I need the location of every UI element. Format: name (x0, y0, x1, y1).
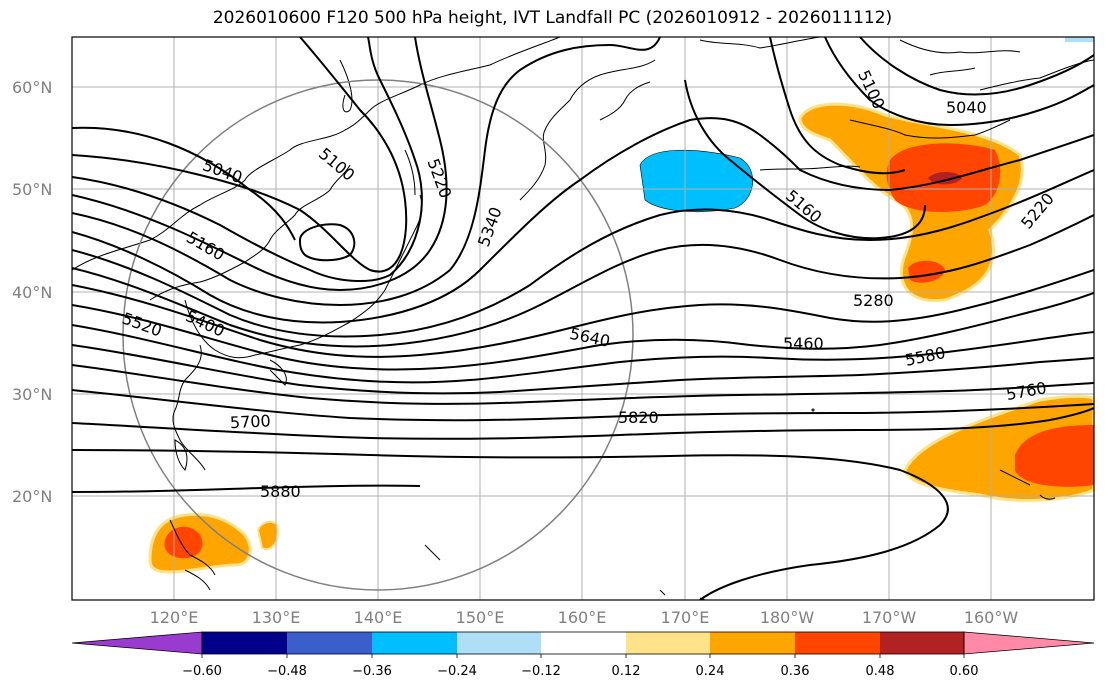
coastlines (72, 37, 1094, 600)
figure-title: 2026010600 F120 500 hPa height, IVT Land… (212, 8, 893, 28)
colorbar-segment (795, 632, 880, 654)
lat-labels: 60°N 50°N 40°N 30°N 20°N (12, 78, 52, 506)
colorbar-tick-label: −0.60 (182, 664, 222, 679)
lon-label: 170°W (862, 608, 917, 627)
lat-label: 60°N (12, 78, 52, 97)
gridlines (72, 37, 1094, 600)
colorbar-outline (201, 631, 965, 655)
lon-label: 180°W (760, 608, 815, 627)
colorbar-segment (457, 632, 541, 654)
contour-label: 5280 (853, 291, 894, 310)
colorbar-segment (541, 632, 626, 654)
contour-label: 5220 (1017, 189, 1058, 232)
lon-labels: 120°E 130°E 140°E 150°E 160°E 170°E 180°… (150, 608, 1019, 627)
colorbar-tick-label: −0.24 (437, 664, 477, 679)
colorbar-tick-label: 0.48 (866, 664, 895, 679)
colorbar-arrow-left (71, 631, 203, 655)
colorbar-segment (710, 632, 795, 654)
lon-label: 170°E (661, 608, 710, 627)
colorbar-arrow-right (963, 631, 1095, 655)
lon-label: 160°W (964, 608, 1019, 627)
lat-label: 40°N (12, 283, 52, 302)
contour-label: 5820 (618, 408, 659, 427)
contour-label: 5460 (783, 334, 824, 353)
contour-label: 5700 (230, 411, 272, 432)
colorbar-tick-label: 0.36 (781, 664, 810, 679)
lat-label: 50°N (12, 180, 52, 199)
ivt-positive-region-small (256, 520, 280, 550)
ivt-negative-region (639, 149, 754, 212)
colorbar-segment (287, 632, 372, 654)
colorbar-tick-label: −0.36 (352, 664, 392, 679)
lon-label: 150°E (456, 608, 505, 627)
contour-label: 5580 (903, 343, 947, 370)
contour-label: 5640 (568, 324, 612, 351)
contour-label: 5040 (946, 98, 987, 117)
contour-label: 5100 (315, 144, 358, 185)
lon-label: 120°E (150, 608, 199, 627)
colorbar-tick-label: −0.12 (521, 664, 561, 679)
ivt-strong-region-south (1015, 425, 1094, 487)
contour-label: 5220 (423, 156, 455, 201)
contour-labels: 5040 5100 5220 5340 5160 5400 5520 5640 … (120, 67, 1058, 501)
colorbar-tick-label: −0.48 (267, 664, 307, 679)
colorbar: −0.60 −0.48 −0.36 −0.24 −0.12 0.12 0.24 … (71, 631, 1095, 679)
colorbar-tick-label: 0.24 (696, 664, 725, 679)
lon-label: 140°E (354, 608, 403, 627)
colorbar-segment (202, 632, 287, 654)
contour-label: 5880 (260, 482, 301, 501)
height-contours (72, 37, 1094, 600)
lat-label: 30°N (12, 385, 52, 404)
colorbar-tick-label: 0.12 (612, 664, 641, 679)
lat-label: 20°N (12, 487, 52, 506)
contour-label: 5160 (183, 228, 228, 265)
lon-label: 160°E (558, 608, 607, 627)
map-frame (71, 36, 1095, 601)
ivt-corner-region (1065, 37, 1094, 42)
colorbar-segment (372, 632, 457, 654)
colorbar-segment (880, 632, 964, 654)
colorbar-tick-label: 0.60 (950, 664, 979, 679)
contour-label: 5340 (474, 204, 506, 249)
colorbar-segment (626, 632, 710, 654)
contour-label: 5040 (200, 155, 245, 187)
lon-label: 130°E (252, 608, 301, 627)
